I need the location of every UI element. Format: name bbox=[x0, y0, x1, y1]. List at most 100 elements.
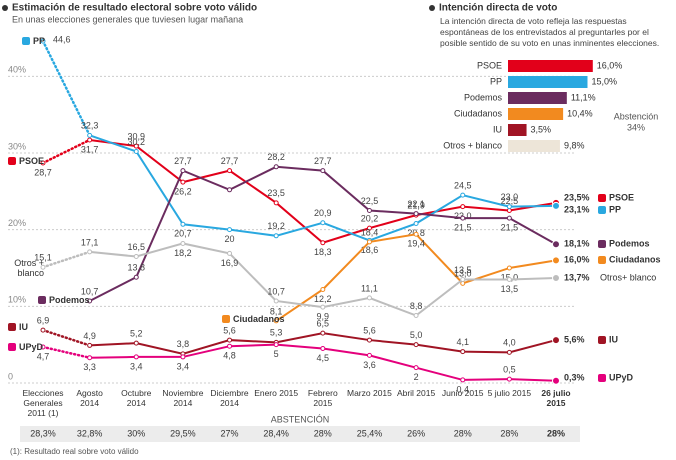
abstention-band bbox=[20, 426, 580, 442]
point bbox=[413, 313, 419, 319]
point bbox=[366, 295, 372, 301]
bar bbox=[508, 124, 527, 136]
point bbox=[320, 286, 326, 292]
value-label: 22,1 bbox=[407, 199, 425, 209]
value-label: 16,9 bbox=[221, 258, 239, 268]
bar-value-label: 15,0% bbox=[592, 76, 618, 86]
point bbox=[320, 346, 326, 351]
point bbox=[180, 221, 186, 227]
point bbox=[273, 318, 279, 324]
bar-label: PP bbox=[490, 76, 502, 86]
value-label: 3,4 bbox=[130, 361, 143, 371]
point bbox=[273, 342, 279, 348]
point bbox=[133, 340, 139, 346]
value-label: 27,7 bbox=[314, 156, 332, 166]
start-label: PP bbox=[33, 36, 46, 46]
value-label: 0,4 bbox=[456, 384, 469, 394]
point bbox=[413, 211, 419, 217]
abstention-value: 25,4% bbox=[357, 428, 383, 438]
point bbox=[227, 187, 233, 193]
abstention-value: 30% bbox=[127, 428, 145, 438]
chart-subtitle: En unas elecciones generales que tuviese… bbox=[12, 14, 243, 24]
value-label: 13,8 bbox=[128, 263, 146, 273]
value-label: 4,9 bbox=[83, 331, 96, 341]
point bbox=[460, 349, 466, 355]
x-tick-label: 5 julio 2015 bbox=[487, 388, 532, 398]
point bbox=[133, 254, 139, 259]
value-label: 23,5% bbox=[564, 192, 590, 202]
value-label: 28,7 bbox=[34, 167, 52, 177]
value-label: 26,2 bbox=[174, 187, 192, 197]
value-label: 12,2 bbox=[314, 294, 332, 304]
start-icon bbox=[38, 296, 46, 304]
value-label: 5,0 bbox=[410, 330, 423, 340]
value-label: 3,3 bbox=[83, 362, 96, 372]
point bbox=[40, 160, 46, 166]
point bbox=[40, 344, 46, 350]
value-label: 5,6 bbox=[223, 325, 236, 335]
value-label: 3,6 bbox=[363, 360, 376, 370]
point bbox=[320, 240, 326, 246]
bar-value-label: 10,4% bbox=[567, 108, 593, 118]
point bbox=[366, 352, 372, 358]
x-tick-label: Enero 2015 bbox=[254, 388, 299, 398]
value-label: 13,0 bbox=[454, 269, 472, 279]
value-label: 10,7 bbox=[267, 286, 285, 296]
value-label: 16,5 bbox=[128, 242, 146, 252]
value-label: 4,7 bbox=[37, 351, 50, 361]
bar-label: IU bbox=[493, 124, 502, 134]
point bbox=[320, 168, 326, 174]
point bbox=[320, 330, 326, 336]
value-label: 19,2 bbox=[267, 221, 285, 231]
bar-value-label: 3,5% bbox=[531, 124, 552, 134]
line-dotted bbox=[41, 328, 91, 347]
start-icon bbox=[8, 323, 16, 331]
value-label: 32,3 bbox=[81, 121, 99, 131]
y-tick-label: 20% bbox=[8, 218, 26, 228]
line-dotted bbox=[41, 345, 91, 359]
point bbox=[87, 249, 93, 255]
bullet bbox=[429, 5, 435, 11]
bar-label: Ciudadanos bbox=[454, 108, 503, 118]
abstention-value: 28% bbox=[500, 428, 518, 438]
value-label: 18,3 bbox=[314, 247, 332, 257]
value-label: 6,9 bbox=[37, 315, 50, 325]
value-label: 20,7 bbox=[174, 229, 192, 239]
value-label: 23,5 bbox=[267, 188, 285, 198]
value-label: 4,8 bbox=[223, 351, 236, 361]
point bbox=[40, 327, 46, 333]
line-dotted bbox=[41, 250, 91, 269]
bar-value-label: 11,1% bbox=[571, 92, 596, 102]
point bbox=[552, 376, 560, 385]
start-icon bbox=[8, 157, 16, 165]
value-label: 8,1 bbox=[270, 306, 283, 316]
value-label: 27,7 bbox=[221, 156, 239, 166]
start-label: IU bbox=[19, 322, 28, 332]
point bbox=[273, 233, 279, 239]
y-tick-label: 0 bbox=[8, 371, 13, 381]
point bbox=[227, 337, 233, 343]
y-tick-label: 40% bbox=[8, 65, 26, 75]
point bbox=[506, 349, 512, 355]
value-label: 5,2 bbox=[130, 329, 143, 339]
value-label: 5,3 bbox=[270, 328, 283, 338]
point bbox=[552, 273, 560, 282]
point bbox=[87, 132, 93, 138]
value-label: 27,7 bbox=[174, 156, 192, 166]
value-label: 23,1% bbox=[564, 204, 590, 214]
value-label: 3,8 bbox=[177, 339, 190, 349]
point bbox=[320, 304, 326, 310]
x-tick-label: 26 julio 2015 bbox=[541, 388, 571, 408]
point bbox=[460, 192, 466, 198]
bar-value-label: 9,8% bbox=[564, 140, 585, 150]
value-label: 13,5 bbox=[501, 284, 519, 294]
value-label: 20,2 bbox=[361, 214, 379, 224]
legend-icon bbox=[598, 240, 606, 248]
point bbox=[552, 256, 560, 265]
bar bbox=[508, 92, 567, 104]
value-label: 18,2 bbox=[174, 248, 192, 258]
start-icon bbox=[8, 343, 16, 351]
point bbox=[552, 201, 560, 210]
